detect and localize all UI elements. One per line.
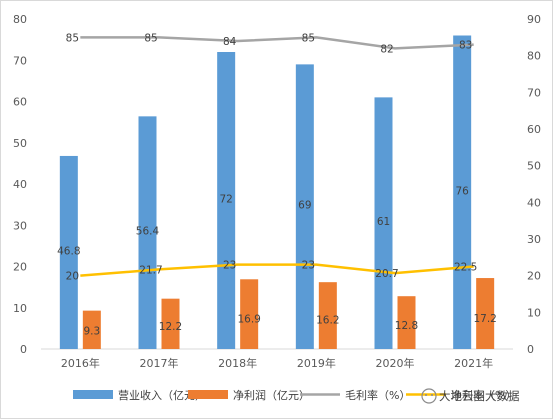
net-profit-data-label: 9.3 <box>83 325 100 337</box>
revenue-data-label: 69 <box>298 200 311 212</box>
y-right-tick-label: 50 <box>527 160 541 173</box>
legend-swatch <box>73 390 113 399</box>
revenue-data-label: 56.4 <box>136 226 160 238</box>
y-right-tick-label: 0 <box>527 343 534 356</box>
revenue-data-label: 61 <box>377 216 390 228</box>
revenue-data-label: 72 <box>219 194 232 206</box>
y-left-tick-label: 70 <box>13 54 27 67</box>
y-right-tick-label: 30 <box>527 233 541 246</box>
net-profit-data-label: 12.2 <box>159 321 182 333</box>
net-margin-data-label: 22.5 <box>454 262 477 274</box>
net-profit-data-label: 16.2 <box>316 315 339 327</box>
y-left-tick-label: 60 <box>13 96 27 109</box>
gross-margin-data-label: 85 <box>144 32 157 44</box>
y-right-tick-label: 90 <box>527 13 541 26</box>
net-margin-data-label: 23 <box>223 260 236 272</box>
net-margin-data-label: 21.7 <box>139 264 162 276</box>
gross-margin-data-label: 82 <box>380 43 393 55</box>
y-left-tick-label: 80 <box>13 13 27 26</box>
net-profit-data-label: 16.9 <box>237 314 260 326</box>
net-margin-data-label: 20.7 <box>375 268 398 280</box>
x-tick-label: 2021年 <box>454 356 493 370</box>
legend-label: 净利润（亿元） <box>233 388 310 402</box>
x-tick-label: 2019年 <box>297 356 336 370</box>
wechat-icon-dot <box>431 394 433 396</box>
gross-margin-line <box>80 37 473 48</box>
y-left-tick-label: 20 <box>13 261 27 274</box>
revenue-data-label: 46.8 <box>57 245 80 257</box>
y-right-tick-label: 20 <box>527 270 541 283</box>
revenue-data-label: 76 <box>455 185 469 197</box>
y-right-tick-label: 80 <box>527 50 541 63</box>
net-profit-data-label: 12.8 <box>395 320 418 332</box>
gross-margin-data-label: 85 <box>66 32 79 44</box>
watermark-text: 大地云图大数据 <box>439 389 520 403</box>
net-margin-data-label: 20 <box>66 271 79 283</box>
y-left-tick-label: 0 <box>20 343 27 356</box>
gross-margin-data-label: 85 <box>302 32 315 44</box>
gross-margin-data-label: 84 <box>223 36 237 48</box>
legend-label: 毛利率（%） <box>345 388 410 402</box>
legend-swatch <box>188 390 228 399</box>
wechat-icon-dot <box>425 394 427 396</box>
net-profit-data-label: 17.2 <box>473 313 496 325</box>
y-right-tick-label: 70 <box>527 86 541 99</box>
x-tick-label: 2016年 <box>61 356 100 370</box>
y-right-tick-label: 10 <box>527 306 541 319</box>
x-tick-label: 2018年 <box>218 356 257 370</box>
y-right-tick-label: 40 <box>527 196 541 209</box>
wechat-icon <box>422 389 436 403</box>
y-right-tick-label: 60 <box>527 123 541 136</box>
y-left-tick-label: 50 <box>13 137 27 150</box>
x-tick-label: 2020年 <box>376 356 415 370</box>
y-left-tick-label: 30 <box>13 219 27 232</box>
x-tick-label: 2017年 <box>140 356 179 370</box>
gross-margin-data-label: 83 <box>459 40 472 52</box>
net-margin-data-label: 23 <box>302 260 315 272</box>
y-left-tick-label: 40 <box>13 178 27 191</box>
y-left-tick-label: 10 <box>13 302 27 315</box>
